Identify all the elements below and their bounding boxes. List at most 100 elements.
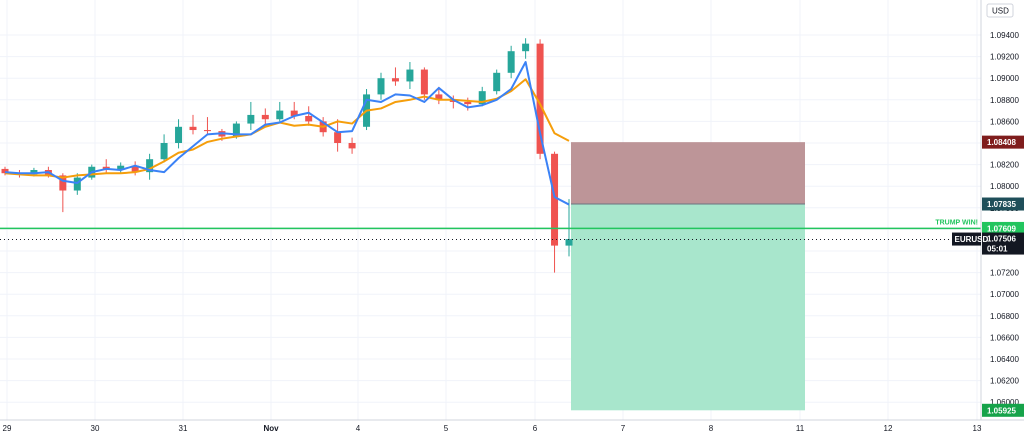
- price-tick-label: 1.09000: [990, 74, 1019, 83]
- symbol-tag-text: EURUSD: [955, 235, 989, 244]
- price-tags: 1.084081.078351.059251.076091.0750605:01…: [952, 135, 1024, 417]
- candle[interactable]: [507, 45, 515, 79]
- price-tick-label: 1.06800: [990, 312, 1019, 321]
- candle-body: [189, 126, 197, 131]
- target-price-tag-bg: [982, 403, 1024, 417]
- time-axis-ticks: 29 30 31 Nov 4 5 6 7 8 11 12 13: [3, 424, 982, 433]
- candle[interactable]: [247, 101, 255, 131]
- candle[interactable]: [348, 137, 356, 154]
- time-axis[interactable]: [0, 420, 981, 437]
- candle-body: [377, 78, 385, 95]
- candle-body: [276, 110, 284, 120]
- candle[interactable]: [406, 62, 414, 89]
- hline-price-tag: 1.07609: [982, 221, 1024, 235]
- candle[interactable]: [334, 119, 342, 152]
- candle-body: [334, 132, 342, 143]
- price-tick-label: 1.08200: [990, 161, 1019, 170]
- candle[interactable]: [377, 72, 385, 100]
- candle-body: [59, 175, 67, 191]
- time-tick-label: 5: [444, 424, 449, 433]
- candle-body: [348, 143, 356, 149]
- candle[interactable]: [522, 38, 530, 59]
- price-tick-label: 1.08000: [990, 182, 1019, 191]
- candle-body: [203, 130, 211, 132]
- candle-body: [464, 101, 472, 105]
- candle-body: [175, 126, 183, 143]
- candle[interactable]: [493, 69, 501, 95]
- candle-body: [160, 143, 168, 160]
- stop-price-tag-text: 1.08408: [987, 138, 1016, 147]
- ema-slow-line[interactable]: [4, 78, 570, 179]
- time-tick-label: 4: [356, 424, 361, 433]
- candle-body: [522, 43, 530, 52]
- price-tick-label: 1.07000: [990, 290, 1019, 299]
- price-tick-label: 1.06200: [990, 377, 1019, 386]
- candle-body: [305, 116, 313, 122]
- annotations: TRUMP WIN!: [0, 219, 981, 241]
- stop-loss-zone[interactable]: [571, 142, 805, 205]
- time-tick-label: 6: [533, 424, 538, 433]
- candle-body: [391, 78, 399, 82]
- ema-fast-line[interactable]: [4, 61, 570, 206]
- time-tick-label: 31: [179, 424, 188, 433]
- time-tick-label: 11: [796, 424, 805, 433]
- currency-button[interactable]: USD: [986, 3, 1014, 18]
- position-tool[interactable]: [571, 142, 805, 411]
- candle[interactable]: [478, 86, 486, 107]
- price-tick-label: 1.07200: [990, 269, 1019, 278]
- candle[interactable]: [464, 97, 472, 111]
- candle-body: [261, 114, 269, 120]
- candle[interactable]: [160, 134, 168, 163]
- symbol-tag-bg: [952, 232, 981, 246]
- candle[interactable]: [276, 101, 284, 122]
- candle[interactable]: [146, 153, 154, 180]
- candle-body: [73, 177, 81, 191]
- candle-body: [551, 153, 559, 246]
- candle[interactable]: [391, 67, 399, 86]
- candle[interactable]: [189, 114, 197, 135]
- take-profit-zone[interactable]: [571, 204, 805, 411]
- candle[interactable]: [117, 162, 125, 174]
- candle[interactable]: [203, 117, 211, 135]
- candle[interactable]: [175, 119, 183, 149]
- symbol-tag: EURUSD: [952, 232, 989, 246]
- entry-price-tag-text: 1.07835: [987, 200, 1016, 209]
- candle[interactable]: [305, 106, 313, 126]
- entry-price-tag: 1.07835: [982, 197, 1024, 211]
- candle-body: [232, 123, 240, 137]
- candle[interactable]: [551, 151, 559, 273]
- price-tick-label: 1.08800: [990, 96, 1019, 105]
- candle[interactable]: [536, 39, 544, 160]
- candle-body: [565, 239, 573, 246]
- price-tick-label: 1.06400: [990, 355, 1019, 364]
- price-tick-label: 1.09200: [990, 53, 1019, 62]
- candle[interactable]: [435, 86, 443, 105]
- price-plot[interactable]: [1, 38, 573, 273]
- stop-price-tag-bg: [982, 135, 1024, 149]
- price-tick-label: 1.09400: [990, 31, 1019, 40]
- current-price-bg: [982, 232, 1024, 255]
- price-axis[interactable]: [981, 0, 1024, 437]
- candle-body: [247, 114, 255, 124]
- candle-body: [420, 69, 428, 95]
- stop-price-tag: 1.08408: [982, 135, 1024, 149]
- candle-body: [435, 94, 443, 100]
- currency-label: USD: [992, 7, 1009, 16]
- current-price-text: 1.07506: [987, 235, 1016, 244]
- candle-body: [146, 159, 154, 173]
- candle[interactable]: [73, 173, 81, 195]
- price-tick-label: 1.06600: [990, 333, 1019, 342]
- hline-price-tag-text: 1.07609: [987, 224, 1016, 233]
- target-price-tag-text: 1.05925: [987, 406, 1016, 415]
- price-tick-label: 1.06000: [990, 398, 1019, 407]
- countdown-text: 05:01: [987, 245, 1008, 254]
- time-tick-label: Nov: [263, 424, 279, 433]
- time-tick-label: 12: [884, 424, 893, 433]
- candle-body: [1, 168, 9, 174]
- time-tick-label: 7: [621, 424, 626, 433]
- candle-body: [117, 165, 125, 170]
- candle[interactable]: [420, 67, 428, 100]
